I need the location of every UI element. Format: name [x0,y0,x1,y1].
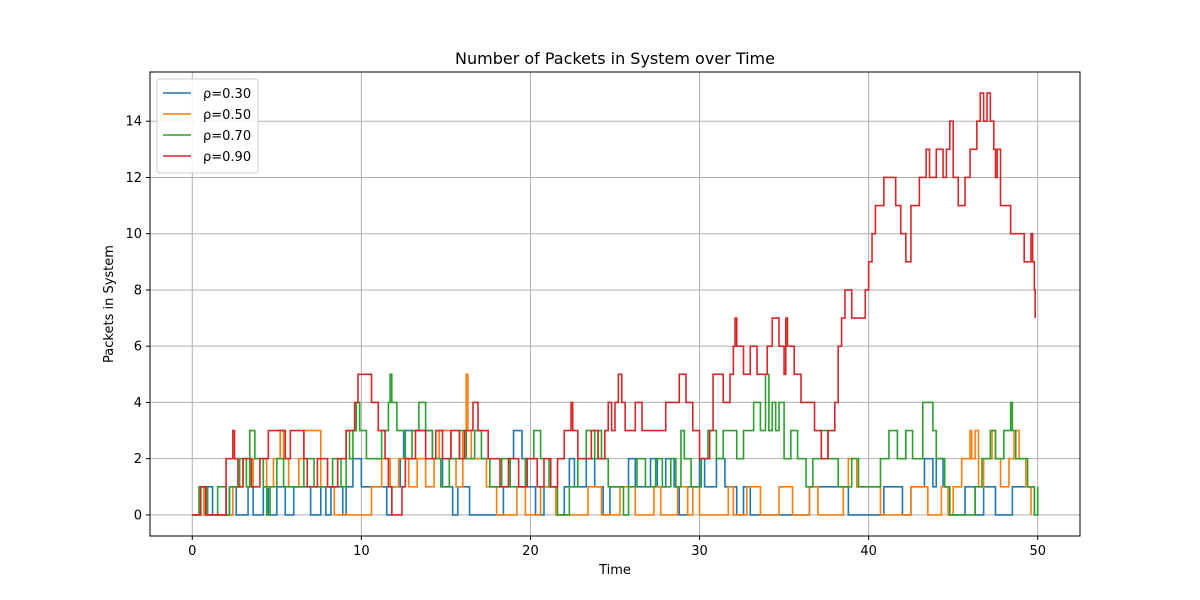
legend: ρ=0.30 ρ=0.50 ρ=0.70 ρ=0.90 [156,78,259,174]
series-line-4 [192,92,1036,516]
y-tick-label: 10 [125,227,142,242]
x-tick-label: 10 [353,544,370,559]
legend-label-2: ρ=0.50 [203,108,251,123]
y-tick-label: 6 [134,340,142,355]
legend-label-3: ρ=0.70 [203,129,251,144]
x-tick-label: 0 [188,544,196,559]
x-tick-label: 20 [522,544,539,559]
x-tick-label: 50 [1029,544,1046,559]
y-tick-label: 14 [125,115,142,130]
x-tick-label: 40 [860,544,877,559]
x-tick-label: 30 [691,544,708,559]
y-tick-label: 2 [134,452,142,467]
y-tick-label: 4 [134,396,142,411]
plot-frame [149,71,1081,537]
series-layer [192,92,1039,516]
y-tick-label: 12 [125,171,142,186]
chart-title: Number of Packets in System over Time [455,49,775,68]
legend-box [156,78,259,174]
series-line-3 [192,373,1039,516]
y-tick-label: 8 [134,283,142,298]
y-tick-label: 0 [134,508,142,523]
y-axis-label: Packets in System [102,245,117,363]
legend-label-4: ρ=0.90 [203,150,251,165]
x-axis-label: Time [598,563,631,578]
legend-label-1: ρ=0.30 [203,87,251,102]
axis-ticks: 0 10 20 30 40 50 0 2 4 6 8 10 12 14 [125,115,1046,559]
